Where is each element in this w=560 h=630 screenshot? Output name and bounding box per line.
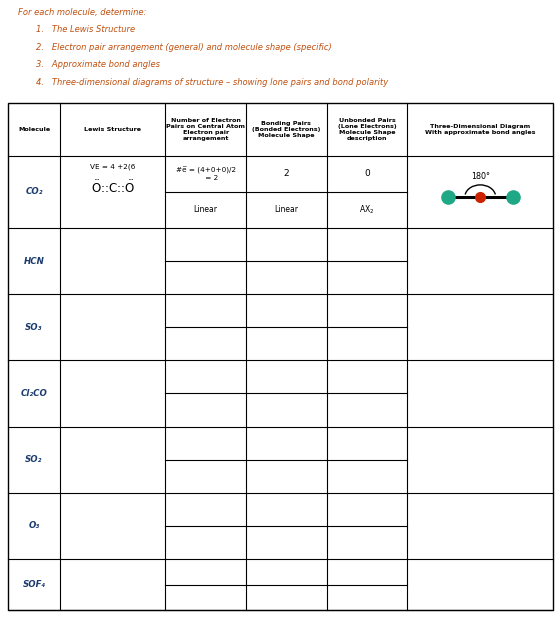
Text: Linear: Linear bbox=[194, 205, 218, 214]
Text: CO₂: CO₂ bbox=[25, 187, 43, 197]
Text: HCN: HCN bbox=[24, 256, 44, 266]
Text: Molecule: Molecule bbox=[18, 127, 50, 132]
Text: SO₂: SO₂ bbox=[25, 455, 43, 464]
Text: 2.   Electron pair arrangement (general) and molecule shape (specific): 2. Electron pair arrangement (general) a… bbox=[36, 43, 332, 52]
Text: VE = 4 +2(6: VE = 4 +2(6 bbox=[90, 163, 135, 169]
Text: AX$_2$: AX$_2$ bbox=[359, 203, 375, 216]
Text: Number of Electron
Pairs on Central Atom
Electron pair
arrangement: Number of Electron Pairs on Central Atom… bbox=[166, 118, 245, 141]
Text: 2: 2 bbox=[283, 169, 289, 178]
Text: $\ddot{\rm O}$::C::$\ddot{\rm O}$: $\ddot{\rm O}$::C::$\ddot{\rm O}$ bbox=[91, 180, 134, 196]
Text: Linear: Linear bbox=[274, 205, 298, 214]
Text: Lewis Structure: Lewis Structure bbox=[84, 127, 141, 132]
Text: 3.   Approximate bond angles: 3. Approximate bond angles bbox=[36, 60, 160, 69]
Text: 0: 0 bbox=[364, 169, 370, 178]
Text: 1.   The Lewis Structure: 1. The Lewis Structure bbox=[36, 25, 136, 34]
Bar bbox=[8, 103, 553, 610]
Text: Bonding Pairs
(Bonded Electrons)
Molecule Shape: Bonding Pairs (Bonded Electrons) Molecul… bbox=[252, 121, 320, 138]
Text: #e̅ = (4+0+0)/2
     = 2: #e̅ = (4+0+0)/2 = 2 bbox=[176, 166, 236, 181]
Text: For each molecule, determine:: For each molecule, determine: bbox=[18, 8, 146, 16]
Text: Three-Dimensional Diagram
With approximate bond angles: Three-Dimensional Diagram With approxima… bbox=[425, 124, 535, 135]
Text: SOF₄: SOF₄ bbox=[22, 580, 45, 589]
Text: O₃: O₃ bbox=[29, 521, 40, 530]
Text: Unbonded Pairs
(Lone Electrons)
Molecule Shape
description: Unbonded Pairs (Lone Electrons) Molecule… bbox=[338, 118, 396, 141]
Text: 180°: 180° bbox=[471, 171, 490, 181]
Text: Cl₂CO: Cl₂CO bbox=[21, 389, 48, 398]
Text: 4.   Three-dimensional diagrams of structure – showing lone pairs and bond polar: 4. Three-dimensional diagrams of structu… bbox=[36, 78, 389, 87]
Text: SO₃: SO₃ bbox=[25, 323, 43, 332]
